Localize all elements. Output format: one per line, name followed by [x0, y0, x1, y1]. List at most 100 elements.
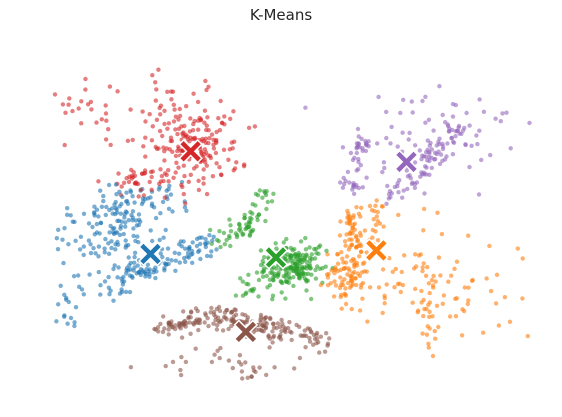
- data-point-cluster-1: [333, 283, 339, 288]
- data-point-cluster-1: [382, 301, 387, 306]
- data-point-cluster-3: [143, 135, 148, 140]
- data-point-cluster-5: [263, 325, 269, 330]
- data-point-cluster-3: [125, 138, 131, 143]
- data-point-cluster-0: [145, 262, 151, 267]
- data-point-cluster-4: [493, 116, 498, 121]
- data-point-cluster-5: [193, 346, 198, 351]
- data-point-cluster-5: [307, 326, 312, 332]
- data-point-cluster-4: [450, 114, 456, 119]
- data-point-cluster-5: [270, 329, 275, 334]
- data-points: [52, 67, 532, 381]
- data-point-cluster-0: [168, 192, 174, 197]
- data-point-cluster-5: [196, 327, 201, 333]
- data-point-cluster-1: [343, 243, 348, 248]
- data-point-cluster-4: [423, 154, 429, 159]
- data-point-cluster-3: [222, 114, 227, 119]
- data-point-cluster-3: [157, 128, 163, 134]
- data-point-cluster-1: [365, 319, 370, 324]
- data-point-cluster-2: [283, 274, 288, 280]
- data-point-cluster-3: [140, 109, 145, 114]
- data-point-cluster-3: [150, 169, 155, 174]
- data-point-cluster-4: [387, 189, 393, 194]
- data-point-cluster-3: [177, 106, 182, 112]
- data-point-cluster-3: [149, 174, 154, 180]
- data-point-cluster-1: [372, 209, 377, 214]
- data-point-cluster-0: [102, 250, 108, 255]
- data-point-cluster-5: [258, 315, 264, 320]
- data-point-cluster-1: [362, 228, 368, 233]
- data-point-cluster-5: [173, 326, 178, 332]
- data-point-cluster-4: [450, 101, 456, 107]
- data-point-cluster-5: [317, 350, 322, 355]
- data-point-cluster-4: [345, 169, 351, 175]
- data-point-cluster-0: [124, 265, 130, 271]
- data-point-cluster-3: [66, 102, 71, 107]
- data-point-cluster-1: [355, 271, 361, 276]
- data-point-cluster-3: [169, 89, 174, 94]
- data-point-cluster-2: [304, 288, 309, 293]
- data-point-cluster-2: [258, 262, 264, 268]
- data-point-cluster-5: [220, 328, 226, 333]
- data-point-cluster-4: [384, 109, 389, 115]
- data-point-cluster-0: [65, 321, 70, 326]
- data-point-cluster-2: [228, 229, 234, 234]
- data-point-cluster-2: [286, 275, 292, 280]
- data-point-cluster-3: [79, 121, 84, 126]
- data-point-cluster-2: [287, 255, 292, 260]
- data-point-cluster-1: [395, 281, 401, 287]
- data-point-cluster-0: [88, 242, 93, 247]
- data-point-cluster-0: [140, 268, 145, 273]
- data-point-cluster-2: [253, 203, 258, 208]
- data-point-cluster-5: [311, 332, 317, 338]
- data-point-cluster-0: [154, 269, 159, 274]
- data-point-cluster-5: [178, 367, 183, 373]
- data-point-cluster-2: [293, 261, 298, 267]
- data-point-cluster-1: [436, 255, 442, 260]
- data-point-cluster-0: [119, 201, 124, 207]
- data-point-cluster-3: [175, 131, 180, 137]
- data-point-cluster-3: [214, 161, 219, 166]
- data-point-cluster-1: [355, 239, 360, 244]
- data-point-cluster-1: [351, 213, 356, 218]
- data-point-cluster-1: [452, 266, 457, 271]
- data-point-cluster-1: [393, 266, 398, 272]
- data-point-cluster-0: [86, 238, 92, 243]
- data-point-cluster-1: [347, 237, 352, 242]
- data-point-cluster-0: [184, 208, 189, 213]
- data-point-cluster-2: [285, 252, 290, 257]
- data-point-cluster-1: [415, 310, 420, 315]
- data-point-cluster-1: [398, 289, 403, 295]
- data-point-cluster-4: [360, 146, 365, 151]
- data-point-cluster-0: [176, 251, 182, 256]
- data-point-cluster-1: [353, 245, 359, 250]
- data-point-cluster-3: [166, 179, 171, 184]
- data-point-cluster-3: [203, 78, 208, 84]
- data-point-cluster-0: [132, 200, 137, 205]
- data-point-cluster-0: [86, 221, 92, 226]
- data-point-cluster-3: [201, 167, 206, 172]
- data-point-cluster-0: [77, 284, 82, 289]
- data-point-cluster-1: [433, 279, 438, 284]
- data-point-cluster-3: [231, 109, 236, 114]
- data-point-cluster-1: [375, 238, 381, 243]
- data-point-cluster-3: [211, 146, 217, 151]
- data-point-cluster-0: [150, 238, 155, 244]
- data-point-cluster-3: [169, 97, 174, 102]
- data-point-cluster-2: [309, 296, 314, 302]
- data-point-cluster-2: [283, 296, 288, 301]
- data-point-cluster-0: [113, 205, 118, 211]
- data-point-cluster-2: [291, 275, 296, 280]
- data-point-cluster-5: [285, 325, 291, 331]
- data-point-cluster-3: [115, 89, 120, 94]
- data-point-cluster-1: [346, 211, 351, 216]
- data-point-cluster-5: [264, 321, 269, 326]
- data-point-cluster-1: [459, 333, 465, 338]
- data-point-cluster-4: [467, 164, 472, 170]
- data-point-cluster-4: [396, 190, 401, 195]
- data-point-cluster-2: [263, 218, 268, 224]
- data-point-cluster-2: [242, 215, 247, 221]
- data-point-cluster-4: [462, 125, 467, 131]
- data-point-cluster-1: [331, 294, 337, 299]
- data-point-cluster-5: [209, 305, 214, 311]
